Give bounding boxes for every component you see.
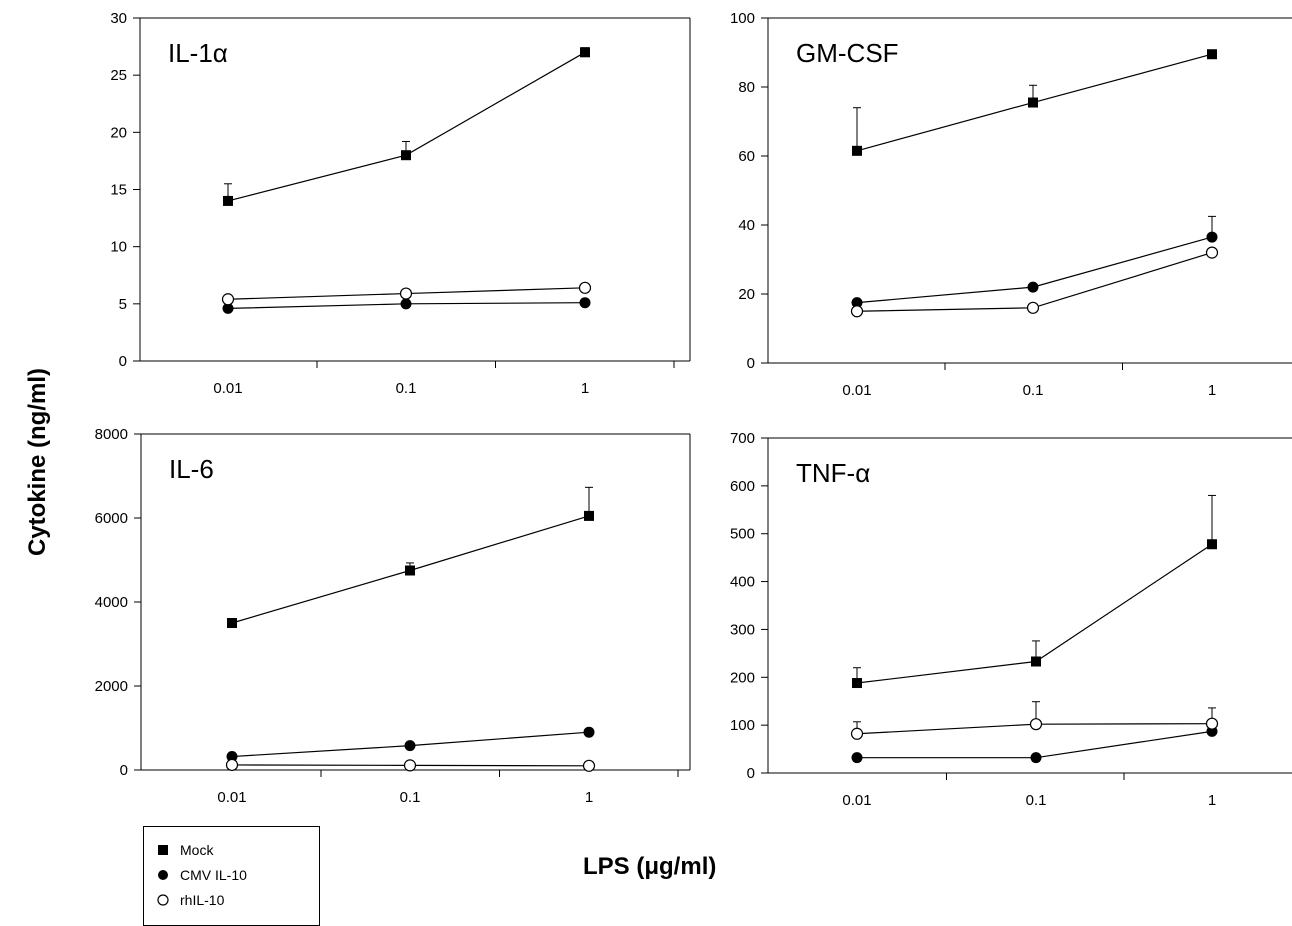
data-point-mock	[852, 145, 862, 156]
y-tick-label: 8000	[95, 426, 128, 443]
y-tick-label: 100	[730, 717, 755, 734]
y-tick-label: 0	[747, 765, 755, 782]
x-tick-label: 0.01	[842, 382, 871, 399]
panel-il1a: 0 5 10 15 20 25 30 0.01 0.1 1 IL-1α	[110, 10, 691, 397]
data-point-cmv-il10	[851, 752, 863, 764]
y-tick-label: 2000	[95, 678, 128, 695]
y-tick-label: 700	[730, 430, 755, 447]
filled-circle-marker-icon	[158, 869, 168, 880]
legend-label-rhil10: rhIL-10	[180, 891, 225, 908]
data-point-rhil10	[399, 287, 413, 300]
series-line-mock	[227, 51, 586, 202]
y-tick-label: 200	[730, 669, 755, 686]
y-tick-label: 60	[738, 148, 755, 165]
panel-label: IL-1α	[168, 38, 228, 68]
x-axis-title: LPS (μg/ml)	[583, 853, 717, 880]
x-tick-label: 0.1	[1026, 792, 1047, 809]
filled-square-marker-icon	[158, 844, 168, 855]
data-point-mock	[405, 565, 415, 576]
data-point-rhil10	[582, 759, 596, 772]
data-point-cmv-il10	[1206, 231, 1218, 243]
open-circle-marker-icon	[157, 893, 169, 906]
data-point-rhil10	[1205, 246, 1219, 259]
y-tick-label: 300	[730, 621, 755, 638]
data-point-mock	[852, 678, 862, 689]
x-tick-label: 0.01	[217, 789, 246, 806]
y-tick-label: 5	[119, 296, 127, 313]
data-point-cmv-il10	[583, 726, 595, 738]
y-tick-label: 30	[110, 10, 127, 27]
data-point-mock	[1207, 539, 1217, 550]
y-tick-label: 600	[730, 478, 755, 495]
y-axis-title-container: Cytokine (ng/ml)	[18, 0, 58, 923]
legend-label-cmv-il10: CMV IL-10	[180, 866, 247, 883]
y-tick-label: 500	[730, 526, 755, 543]
data-point-rhil10	[1029, 718, 1043, 731]
y-tick-label: 100	[730, 10, 755, 27]
y-tick-label: 40	[738, 217, 755, 234]
panel-label: GM-CSF	[796, 38, 899, 68]
data-point-cmv-il10	[222, 302, 234, 314]
panel-label: IL-6	[169, 454, 214, 484]
data-point-mock	[580, 47, 590, 58]
x-tick-label: 0.01	[842, 792, 871, 809]
x-tick-label: 1	[581, 380, 589, 397]
y-tick-label: 25	[110, 67, 127, 84]
y-tick-label: 0	[119, 353, 127, 370]
legend-item-rhil10: rhIL-10	[156, 887, 319, 912]
data-point-cmv-il10	[400, 298, 412, 310]
data-point-cmv-il10	[579, 297, 591, 309]
y-tick-label: 10	[110, 239, 127, 256]
legend-item-mock: Mock	[156, 837, 319, 862]
data-point-rhil10	[403, 759, 417, 772]
data-point-mock	[227, 618, 237, 628]
data-point-mock	[401, 150, 411, 161]
data-point-rhil10	[221, 293, 235, 306]
legend-label-mock: Mock	[180, 841, 214, 858]
data-point-cmv-il10	[226, 751, 238, 763]
data-point-rhil10	[225, 758, 239, 772]
panel-tnfa: 0 100 200 300 400 500 600 700 0.01 0.1 1 TNF-α	[730, 430, 1292, 809]
series-line-cmv-il10	[856, 236, 1213, 304]
x-tick-label: 1	[1208, 792, 1216, 809]
y-tick-label: 20	[110, 124, 127, 141]
y-tick-label: 80	[738, 79, 755, 96]
data-point-mock	[223, 195, 233, 206]
data-point-mock	[584, 510, 594, 521]
panel-il6: 0 2000 4000 6000 8000 0.01 0.1 1 IL-6	[95, 426, 691, 806]
data-point-mock	[1031, 656, 1041, 667]
x-tick-label: 0.1	[1023, 382, 1044, 399]
legend-item-cmv-il10: CMV IL-10	[156, 862, 319, 887]
panel-gmcsf: 0 20 40 60 80 100 0.01 0.1 1 GM-CSF	[730, 10, 1292, 399]
x-tick-label: 0.01	[213, 380, 242, 397]
y-tick-label: 400	[730, 574, 755, 591]
data-point-cmv-il10	[404, 740, 416, 752]
y-tick-label: 4000	[95, 594, 128, 611]
data-point-rhil10	[850, 727, 864, 740]
y-tick-label: 20	[738, 286, 755, 303]
y-tick-label: 0	[747, 355, 755, 372]
data-point-mock	[1207, 49, 1217, 60]
y-axis-title: Cytokine (ng/ml)	[24, 367, 51, 556]
data-point-rhil10	[1205, 717, 1219, 730]
data-point-rhil10	[1026, 301, 1040, 314]
x-tick-label: 0.1	[400, 789, 421, 806]
data-point-cmv-il10	[851, 297, 863, 309]
panel-label: TNF-α	[796, 458, 870, 488]
legend: Mock CMV IL-10 rhIL-10	[143, 826, 320, 926]
x-tick-label: 1	[1208, 382, 1216, 399]
data-point-cmv-il10	[1027, 281, 1039, 293]
x-tick-label: 0.1	[396, 380, 417, 397]
data-point-mock	[1028, 97, 1038, 108]
y-tick-label: 15	[110, 182, 127, 199]
data-point-rhil10	[578, 281, 592, 294]
y-tick-label: 0	[120, 762, 128, 779]
x-tick-label: 1	[585, 789, 593, 806]
data-point-cmv-il10	[1030, 752, 1042, 764]
data-point-rhil10	[850, 305, 864, 318]
y-tick-label: 6000	[95, 510, 128, 527]
